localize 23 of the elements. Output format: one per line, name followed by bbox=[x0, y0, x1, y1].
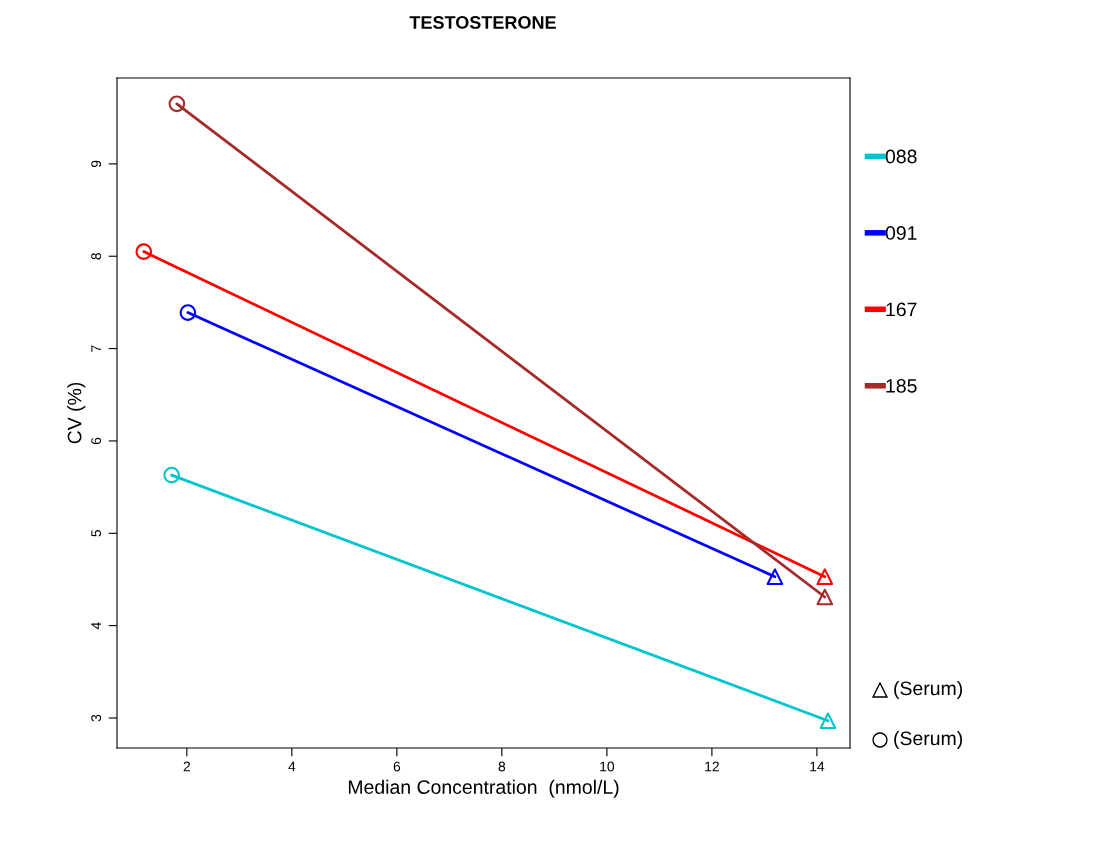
text: (Serum) bbox=[894, 680, 963, 700]
y-tick-label: 5 bbox=[91, 530, 102, 537]
y-tick-label: 6 bbox=[91, 437, 102, 445]
legend-label: 185 bbox=[886, 378, 917, 393]
legend-label: 091 bbox=[885, 226, 917, 240]
x-tick-label: 6 bbox=[393, 761, 401, 772]
x-tick-label: 10 bbox=[600, 761, 615, 772]
chart-title: TESTOSTERONE bbox=[409, 16, 556, 29]
y-tick-label: 7 bbox=[91, 345, 101, 352]
text: (Serum) bbox=[894, 730, 963, 750]
x-tick-label: 2 bbox=[183, 761, 190, 772]
x-tick-label: 12 bbox=[705, 761, 719, 772]
y-tick-label: 4 bbox=[91, 622, 101, 630]
legend-label: 167 bbox=[886, 302, 917, 317]
y-tick-label: 8 bbox=[91, 252, 102, 260]
y-tick-label: 3 bbox=[91, 714, 102, 722]
x-tick-label: 8 bbox=[498, 761, 506, 772]
y-axis-title: CV (%) bbox=[67, 382, 86, 444]
x-tick-label: 4 bbox=[288, 761, 296, 772]
legend-label: 088 bbox=[885, 149, 917, 164]
x-axis-title: Median Concentration (nmol/L) bbox=[348, 779, 619, 798]
x-tick-label: 14 bbox=[810, 761, 825, 772]
y-tick-label: 9 bbox=[91, 160, 102, 168]
